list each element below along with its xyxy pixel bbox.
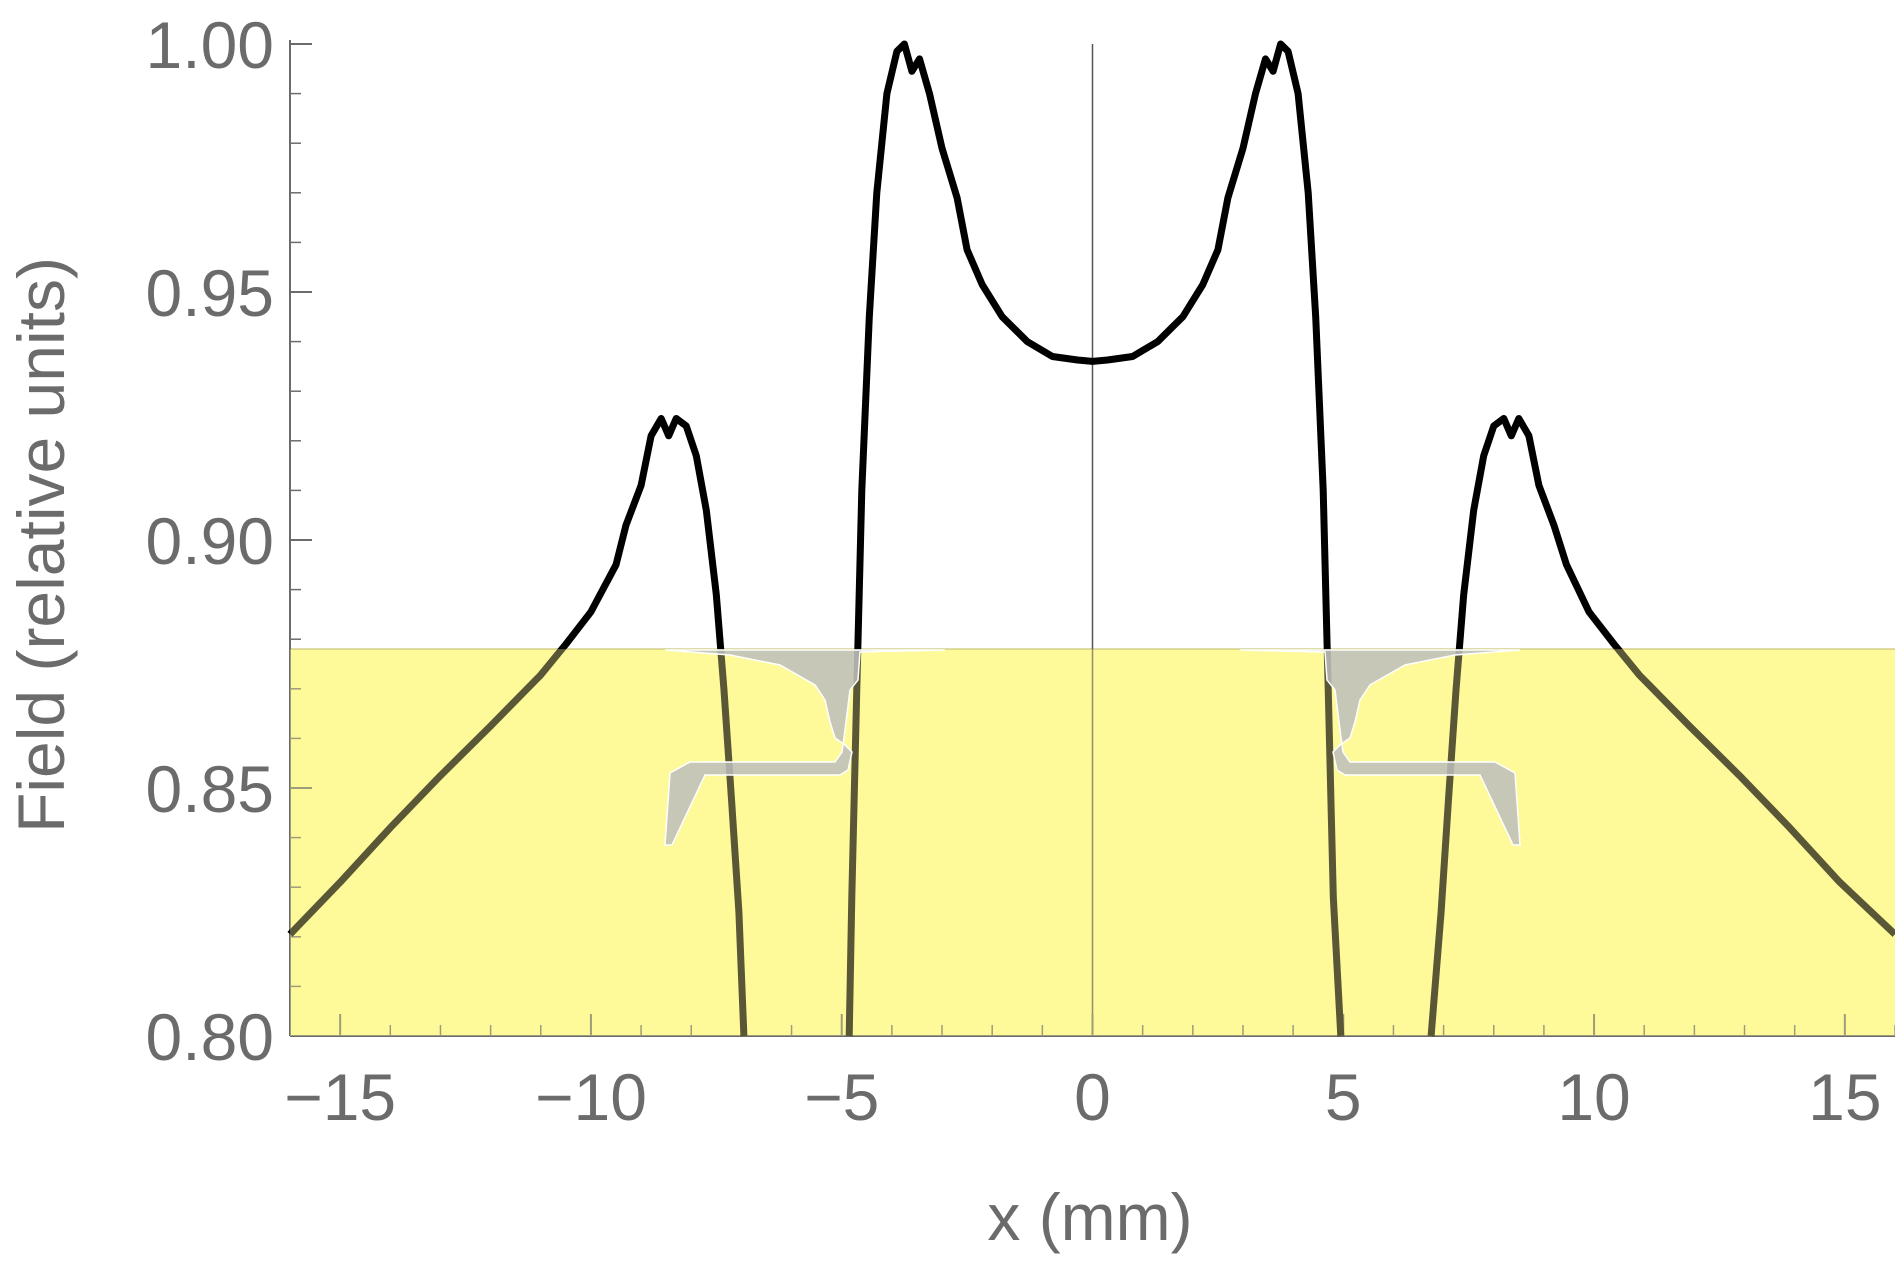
- y-tick-label: 0.95: [146, 256, 274, 330]
- x-tick-label: 10: [1557, 1060, 1630, 1134]
- axes-group: [289, 40, 1895, 1037]
- magnet-profile-left: [664, 649, 946, 846]
- series-line-segment: [287, 415, 748, 1037]
- tick-labels-group: 0.80 0.85 0.90 0.95 1.00 −15 −10 −5 0 5 10 15: [146, 8, 1882, 1134]
- x-tick-label: −5: [804, 1060, 879, 1134]
- y-tick-label: 0.85: [146, 752, 274, 826]
- x-tick-label: 0: [1074, 1060, 1111, 1134]
- y-tick-label: 0.80: [146, 1000, 274, 1074]
- x-tick-label: 5: [1325, 1060, 1362, 1134]
- x-tick-label: 15: [1808, 1060, 1881, 1134]
- x-tick-label: −15: [284, 1060, 396, 1134]
- y-axis-label: Field (relative units): [4, 257, 78, 833]
- magnet-profile-right: [1239, 649, 1521, 846]
- highlight-band-overlay: [290, 649, 1895, 1036]
- series-line-segment: [845, 40, 1345, 1037]
- x-tick-label: −10: [535, 1060, 647, 1134]
- y-tick-label: 0.90: [146, 504, 274, 578]
- x-axis-label: x (mm): [987, 1180, 1192, 1254]
- y-tick-label: 1.00: [146, 8, 274, 82]
- series-line-segment: [1427, 415, 1895, 1037]
- data-group: [287, 40, 1895, 1037]
- magnet-profile-group: [290, 649, 1895, 1036]
